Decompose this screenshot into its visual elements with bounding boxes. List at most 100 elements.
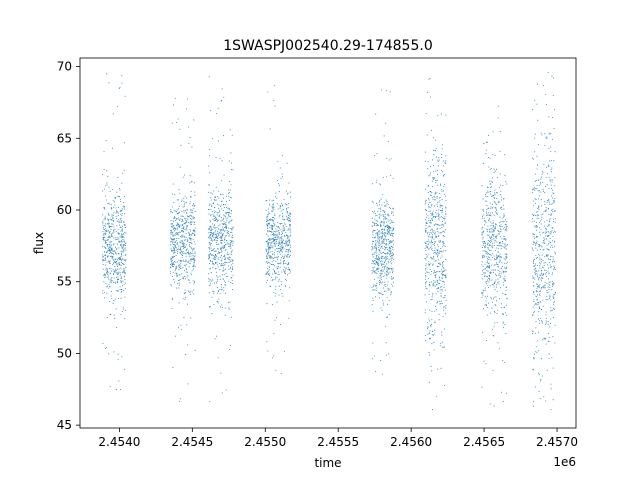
data-point — [441, 199, 443, 201]
data-point — [545, 232, 547, 234]
data-point — [538, 244, 540, 246]
data-point — [424, 203, 426, 205]
data-point — [220, 204, 222, 206]
data-point — [504, 293, 506, 295]
data-point — [182, 260, 185, 262]
data-point — [552, 246, 554, 248]
data-point — [491, 283, 493, 286]
data-point — [493, 222, 495, 224]
data-point — [538, 184, 540, 186]
data-point — [288, 255, 290, 257]
data-point — [488, 245, 490, 247]
data-point — [228, 243, 230, 245]
data-point — [190, 258, 192, 260]
data-point — [111, 235, 113, 237]
data-point — [534, 225, 536, 227]
data-point — [277, 253, 279, 255]
data-point — [385, 263, 387, 265]
data-point — [212, 279, 214, 281]
data-point — [123, 258, 125, 260]
data-point — [214, 231, 216, 233]
data-point — [209, 305, 211, 307]
data-point — [212, 218, 214, 220]
data-point — [108, 262, 110, 264]
data-point — [431, 228, 433, 230]
data-point — [540, 191, 542, 193]
data-point — [441, 331, 443, 333]
data-point — [117, 176, 119, 179]
data-point — [489, 276, 491, 278]
data-point — [174, 227, 176, 229]
data-point — [488, 287, 490, 289]
data-point — [222, 263, 224, 265]
data-point — [183, 244, 185, 246]
data-point — [266, 279, 268, 282]
data-point — [495, 208, 497, 210]
data-point — [534, 137, 536, 139]
data-point — [178, 266, 180, 268]
data-point — [381, 231, 383, 233]
data-point — [438, 277, 440, 279]
data-point — [484, 224, 486, 226]
data-point — [536, 264, 538, 267]
data-point — [384, 212, 386, 214]
data-point — [541, 287, 543, 289]
data-point — [488, 253, 490, 256]
data-point — [213, 202, 215, 204]
data-point — [279, 206, 281, 208]
data-point — [427, 233, 429, 235]
data-point — [116, 220, 118, 222]
data-point — [490, 225, 492, 227]
data-point — [487, 156, 489, 159]
data-point — [483, 360, 485, 362]
data-point — [544, 281, 546, 283]
data-point — [430, 245, 432, 247]
data-point — [496, 177, 499, 179]
data-point — [548, 283, 550, 285]
data-point — [534, 99, 536, 101]
data-point — [125, 259, 127, 261]
data-point — [552, 218, 554, 220]
data-point — [385, 204, 387, 206]
data-point — [504, 306, 506, 308]
data-point — [431, 248, 433, 250]
data-point — [496, 241, 498, 243]
data-point — [389, 261, 392, 263]
data-point — [445, 299, 447, 301]
data-point — [209, 260, 211, 262]
data-point — [288, 256, 290, 258]
data-point — [481, 296, 483, 298]
data-point — [444, 160, 447, 162]
data-point — [216, 234, 218, 236]
data-point — [188, 238, 191, 240]
data-point — [481, 293, 483, 295]
data-point — [124, 288, 126, 290]
data-point — [500, 221, 502, 223]
data-point — [441, 246, 443, 248]
data-point — [436, 279, 439, 281]
data-point — [225, 261, 227, 264]
data-point — [482, 269, 484, 271]
data-point — [188, 215, 190, 217]
data-point — [482, 266, 484, 268]
data-point — [120, 288, 122, 291]
data-point — [209, 243, 211, 246]
data-point — [486, 141, 488, 143]
data-point — [488, 228, 490, 231]
data-point — [110, 251, 112, 254]
data-point — [539, 231, 541, 233]
data-point — [491, 279, 493, 281]
data-point — [487, 279, 489, 281]
data-point — [503, 327, 505, 329]
data-point — [189, 182, 191, 184]
data-point — [225, 223, 227, 225]
data-point — [112, 269, 114, 271]
data-point — [186, 303, 189, 305]
data-point — [440, 292, 442, 294]
data-point — [372, 289, 374, 291]
data-point — [494, 259, 496, 261]
data-point — [552, 94, 554, 97]
data-point — [222, 267, 225, 269]
data-point — [284, 235, 286, 237]
data-point — [215, 239, 217, 241]
